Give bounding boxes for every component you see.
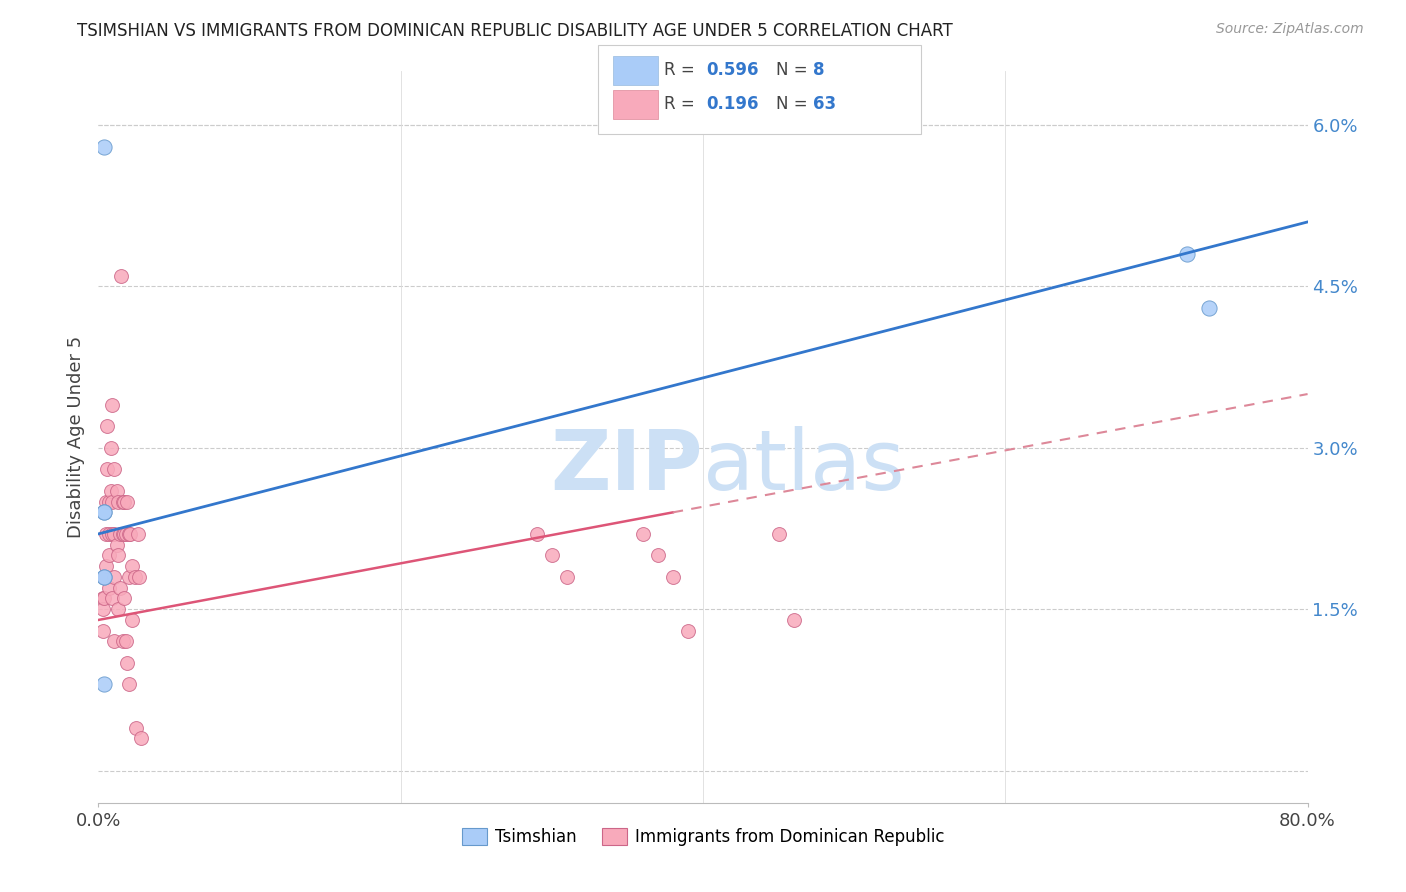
Point	[120, 527, 142, 541]
Point	[98, 527, 121, 541]
Point	[101, 591, 124, 606]
Point	[127, 527, 149, 541]
Point	[93, 505, 115, 519]
Point	[108, 527, 131, 541]
Point	[112, 494, 135, 508]
Point	[121, 559, 143, 574]
Point	[129, 731, 152, 746]
Point	[115, 656, 138, 670]
Point	[631, 527, 654, 541]
Legend: Tsimshian, Immigrants from Dominican Republic: Tsimshian, Immigrants from Dominican Rep…	[456, 822, 950, 853]
Text: R =: R =	[664, 95, 695, 113]
Point	[118, 677, 141, 691]
Point	[118, 570, 141, 584]
Point	[107, 549, 129, 563]
Point	[101, 527, 124, 541]
Point	[101, 494, 124, 508]
Point	[768, 527, 790, 541]
Point	[103, 527, 125, 541]
Point	[93, 591, 115, 606]
Point	[103, 462, 125, 476]
Point	[111, 634, 134, 648]
Y-axis label: Disability Age Under 5: Disability Age Under 5	[66, 336, 84, 538]
Point	[94, 559, 117, 574]
Point	[93, 677, 115, 691]
Point	[111, 527, 134, 541]
Point	[103, 570, 125, 584]
Text: 0.196: 0.196	[706, 95, 758, 113]
Point	[105, 483, 128, 498]
Point	[107, 494, 129, 508]
Point	[115, 494, 138, 508]
Point	[1198, 301, 1220, 315]
Point	[93, 505, 115, 519]
Text: 0.596: 0.596	[706, 62, 758, 79]
Point	[105, 538, 128, 552]
Point	[540, 549, 562, 563]
Text: N =: N =	[776, 62, 807, 79]
Point	[94, 494, 117, 508]
Point	[661, 570, 683, 584]
Point	[96, 462, 118, 476]
Point	[93, 570, 115, 584]
Point	[93, 139, 115, 153]
Point	[100, 483, 122, 498]
Point	[647, 549, 669, 563]
Point	[114, 634, 136, 648]
Text: R =: R =	[664, 62, 695, 79]
Point	[91, 591, 114, 606]
Text: ZIP: ZIP	[551, 425, 703, 507]
Point	[125, 721, 148, 735]
Text: 63: 63	[813, 95, 835, 113]
Point	[100, 441, 122, 455]
Point	[676, 624, 699, 638]
Point	[121, 613, 143, 627]
Point	[112, 591, 135, 606]
Text: N =: N =	[776, 95, 807, 113]
Point	[98, 581, 121, 595]
Point	[98, 494, 121, 508]
Point	[128, 570, 150, 584]
Point	[96, 419, 118, 434]
Point	[93, 570, 115, 584]
Text: Source: ZipAtlas.com: Source: ZipAtlas.com	[1216, 22, 1364, 37]
Point	[91, 624, 114, 638]
Point	[555, 570, 578, 584]
Point	[93, 570, 115, 584]
Point	[111, 494, 134, 508]
Point	[110, 268, 132, 283]
Point	[108, 581, 131, 595]
Point	[101, 398, 124, 412]
Point	[118, 527, 141, 541]
Point	[783, 613, 806, 627]
Point	[526, 527, 548, 541]
Text: TSIMSHIAN VS IMMIGRANTS FROM DOMINICAN REPUBLIC DISABILITY AGE UNDER 5 CORRELATI: TSIMSHIAN VS IMMIGRANTS FROM DOMINICAN R…	[77, 22, 953, 40]
Text: 8: 8	[813, 62, 824, 79]
Point	[103, 634, 125, 648]
Point	[124, 570, 146, 584]
Point	[1175, 247, 1198, 261]
Point	[94, 527, 117, 541]
Point	[107, 602, 129, 616]
Point	[98, 549, 121, 563]
Point	[114, 527, 136, 541]
Point	[91, 602, 114, 616]
Text: atlas: atlas	[703, 425, 904, 507]
Point	[112, 527, 135, 541]
